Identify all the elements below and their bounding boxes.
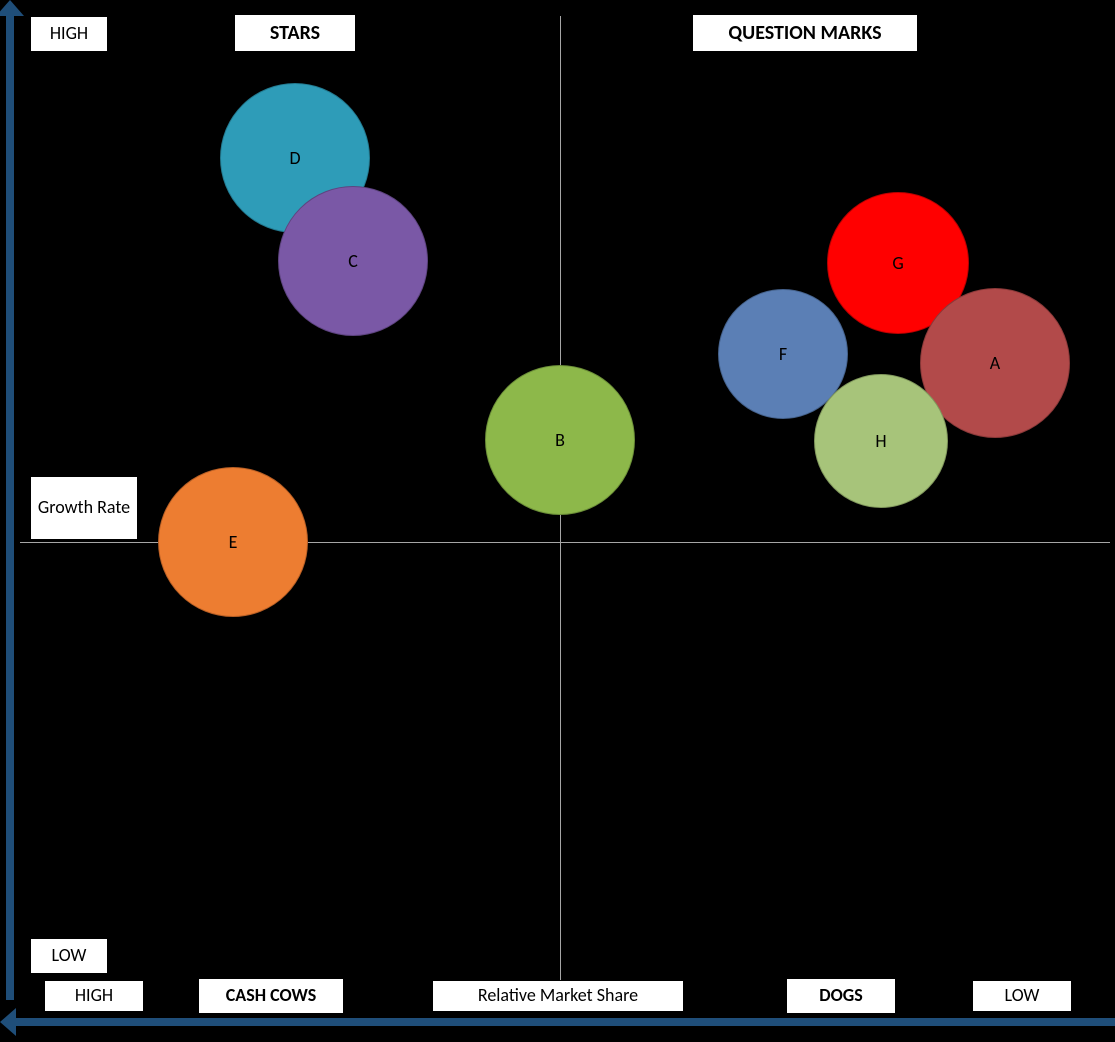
quadrant-stars-label: STARS xyxy=(234,14,356,52)
bubble-label: G xyxy=(892,252,903,274)
label-text: QUESTION MARKS xyxy=(728,22,881,44)
bubble-label: D xyxy=(289,147,300,169)
x-low-label: LOW xyxy=(972,980,1072,1012)
label-text: CASH COWS xyxy=(226,986,316,1006)
x-axis-arrow-shaft xyxy=(10,1018,1115,1026)
label-text: DOGS xyxy=(819,986,863,1006)
bubble-label: A xyxy=(990,352,1000,374)
label-text: Relative Market Share xyxy=(478,986,638,1006)
label-text: HIGH xyxy=(50,24,88,44)
bubble-label: H xyxy=(875,430,886,452)
quadrant-cash-cows-label: CASH COWS xyxy=(198,978,344,1014)
quadrant-dogs-label: DOGS xyxy=(786,978,896,1014)
label-text: HIGH xyxy=(75,986,113,1006)
quadrant-question-marks-label: QUESTION MARKS xyxy=(692,14,918,52)
y-high-label: HIGH xyxy=(30,16,108,52)
label-text: Growth Rate xyxy=(38,498,130,518)
x-high-label: HIGH xyxy=(44,980,144,1012)
label-text: STARS xyxy=(270,22,320,44)
bubble-E: E xyxy=(158,467,308,617)
bubble-label: B xyxy=(555,429,565,451)
y-axis-arrow-head xyxy=(0,0,24,16)
label-text: LOW xyxy=(52,946,87,966)
bubble-label: F xyxy=(779,343,787,365)
bubble-C: C xyxy=(278,186,428,336)
bubble-label: E xyxy=(229,531,238,553)
y-low-label: LOW xyxy=(30,938,108,974)
y-axis-arrow-shaft xyxy=(6,10,14,1000)
x-axis-title: Relative Market Share xyxy=(432,980,684,1012)
x-axis-arrow-head xyxy=(0,1008,16,1036)
bubble-H: H xyxy=(814,374,948,508)
bubble-B: B xyxy=(485,365,635,515)
bubble-label: C xyxy=(348,250,358,272)
label-text: LOW xyxy=(1005,986,1040,1006)
y-axis-title: Growth Rate xyxy=(30,476,138,540)
